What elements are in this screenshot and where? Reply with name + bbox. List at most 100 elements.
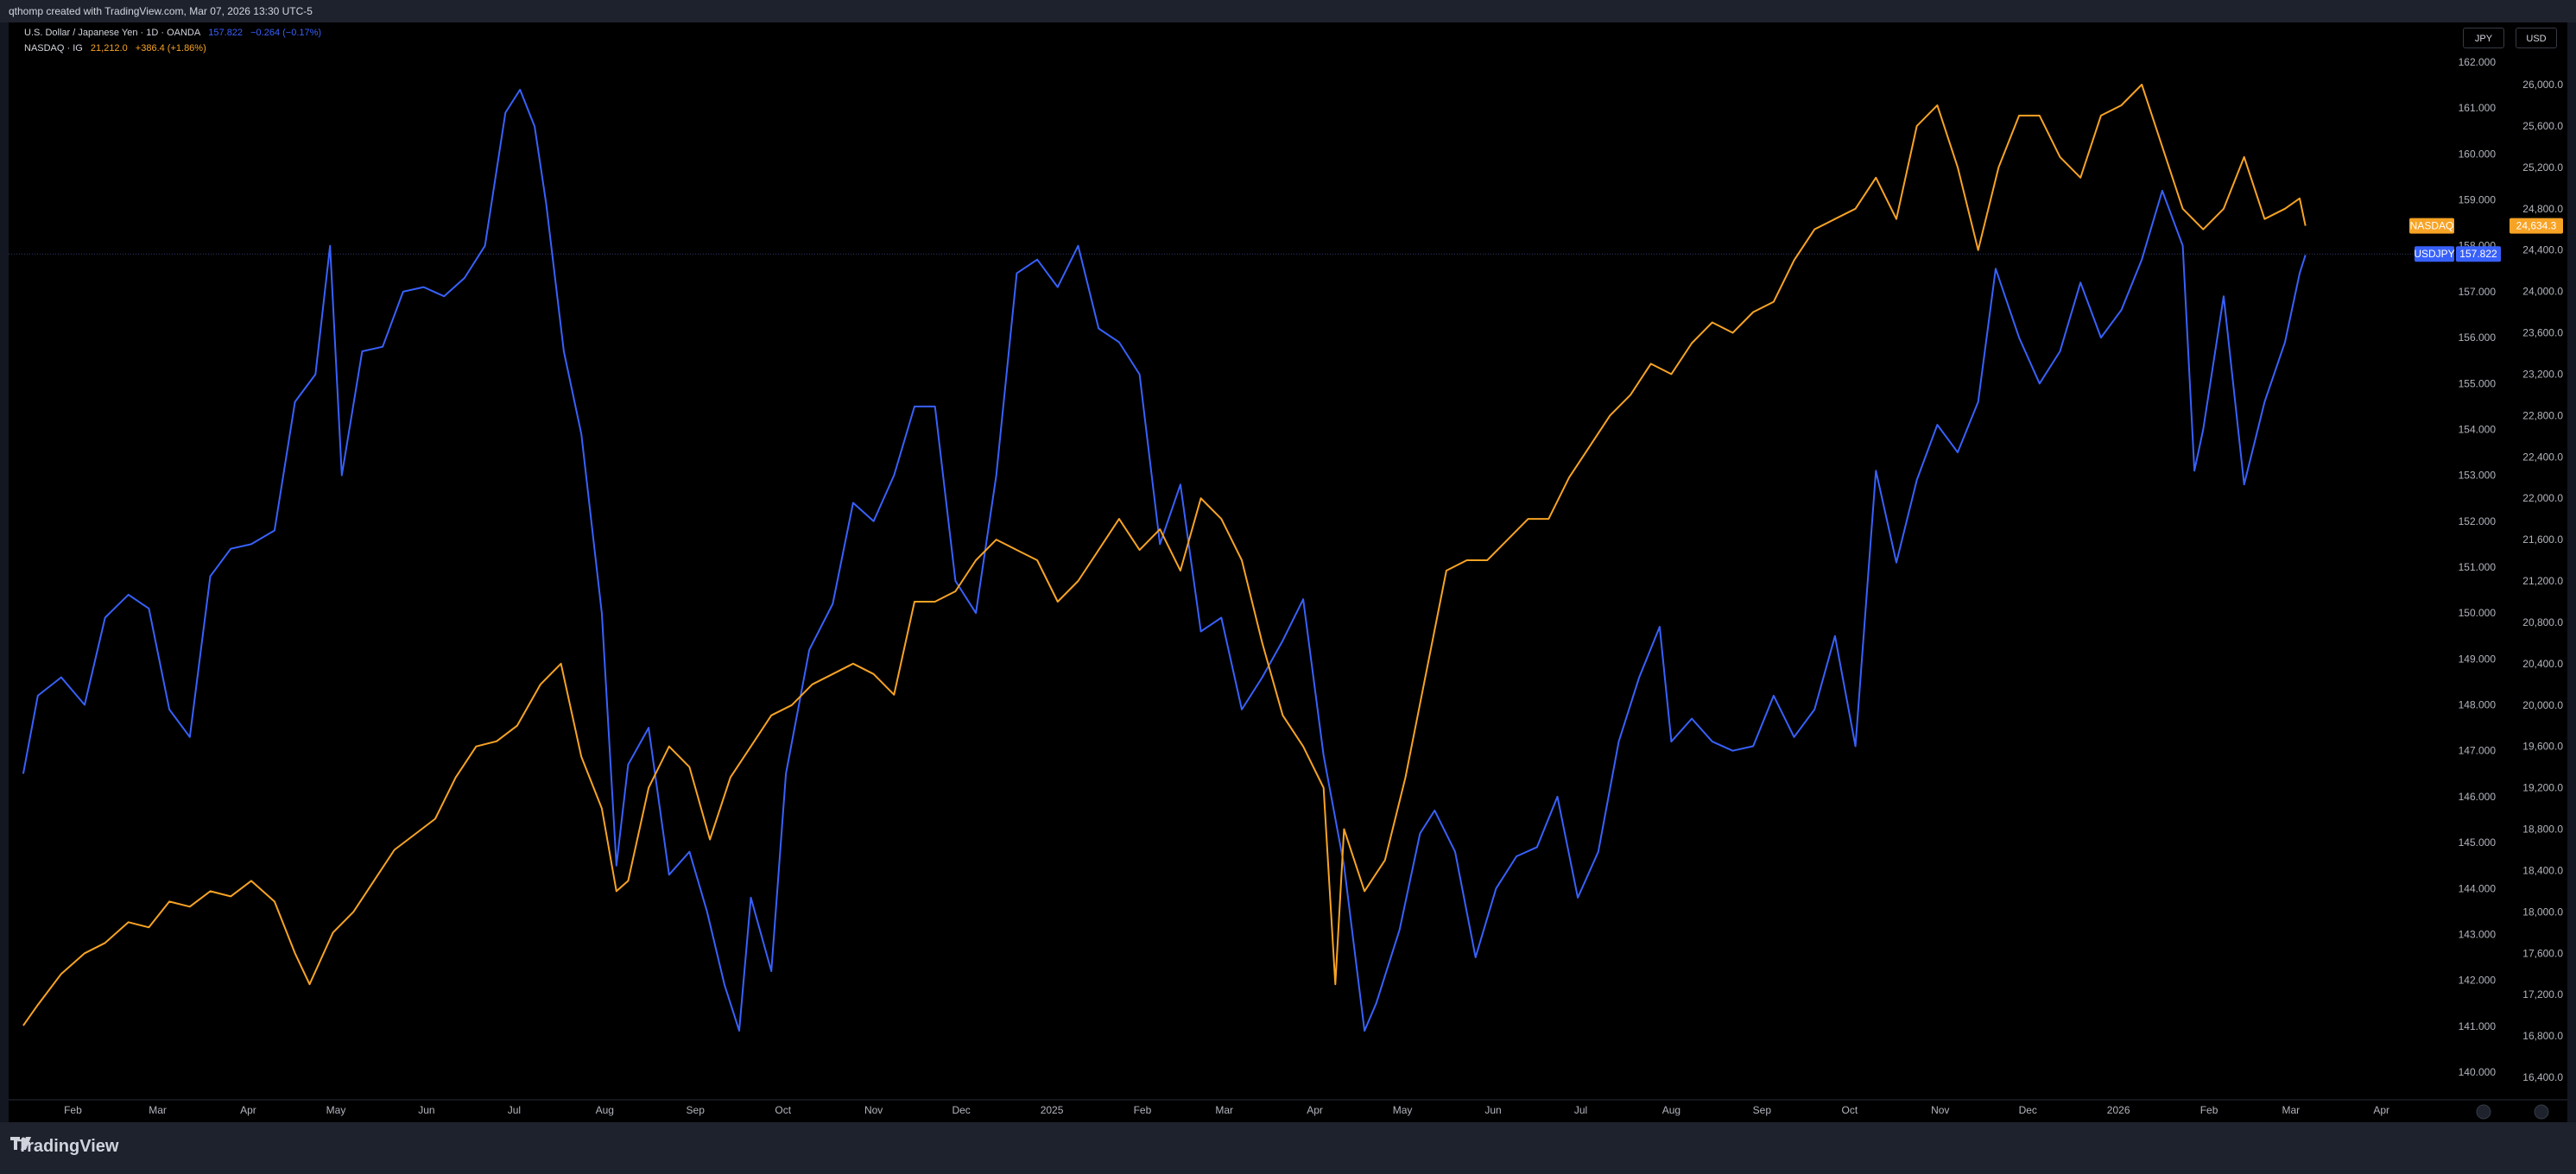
y-tick-label-usd: 20,000.0 [2522,699,2563,711]
y-tick-label-jpy: 140.000 [2459,1066,2497,1078]
usd-scale-button[interactable]: USD [2516,28,2557,48]
x-tick-label: Jun [1484,1104,1501,1116]
x-tick-label: Aug [596,1104,614,1116]
y-tick-label-usd: 24,800.0 [2522,203,2563,215]
x-tick-label: 2026 [2107,1104,2130,1116]
y-tick-label-jpy: 141.000 [2459,1020,2497,1032]
nasdaq-price-badge-text: 24,634.3 [2516,220,2557,232]
x-tick-label: Jul [1574,1104,1587,1116]
jpy-scale-button[interactable]: JPY [2463,28,2504,48]
x-tick-label: Oct [1842,1104,1858,1116]
credit-text: qthomp created with TradingView.com, Mar… [9,5,313,17]
legend-nasdaq[interactable]: NASDAQ · IG 21,212.0 +386.4 (+1.86%) [24,43,212,54]
y-tick-label-usd: 24,000.0 [2522,286,2563,298]
x-tick-label: Apr [1307,1104,1323,1116]
y-tick-label-usd: 22,000.0 [2522,492,2563,504]
y-tick-label-jpy: 143.000 [2459,928,2497,940]
y-tick-label-jpy: 150.000 [2459,607,2497,619]
y-tick-label-usd: 21,200.0 [2522,575,2563,587]
y-tick-label-usd: 24,400.0 [2522,244,2563,256]
y-tick-label-jpy: 151.000 [2459,561,2497,573]
x-tick-label: Mar [1215,1104,1233,1116]
series-line-usdjpy [22,88,2307,1032]
y-tick-label-jpy: 153.000 [2459,470,2497,482]
x-tick-label: Aug [1662,1104,1680,1116]
chart-svg[interactable]: Feb Mar Apr May Jun Jul Aug Sep Oct Nov Dec 2025 Feb… [9,22,2567,1122]
auto-scale-icon [2476,1104,2491,1120]
nasdaq-price-badge[interactable]: 24,634.3 [2510,218,2563,234]
y-tick-label-usd: 16,400.0 [2522,1071,2563,1083]
nasdaq-price-badge-bg [2510,218,2563,234]
y-tick-label-usd: 23,600.0 [2522,327,2563,339]
x-tick-label: Mar [2282,1104,2300,1116]
y-tick-label-usd: 17,200.0 [2522,988,2563,1000]
legend-nasdaq-price: 21,212.0 [90,43,128,54]
y-tick-label-jpy: 146.000 [2459,791,2497,803]
legend-usdjpy[interactable]: U.S. Dollar / Japanese Yen · 1D · OANDA … [24,28,326,38]
y-tick-label-usd: 16,800.0 [2522,1030,2563,1042]
y-tick-label-usd: 20,400.0 [2522,658,2563,670]
y-tick-label-jpy: 162.000 [2459,56,2497,68]
y-tick-label-jpy: 152.000 [2459,515,2497,527]
x-tick-label: Mar [149,1104,167,1116]
x-tick-label: Nov [1931,1104,1949,1116]
legend-nasdaq-name: NASDAQ · IG [24,43,83,54]
usdjpy-price-badge[interactable]: 157.822 [2456,246,2501,262]
y-tick-label-jpy: 160.000 [2459,148,2497,160]
legend-usdjpy-price: 157.822 [208,28,244,38]
x-tick-label: May [1393,1104,1413,1116]
usdjpy-price-badge-text: 157.822 [2459,248,2497,260]
log-scale-icon [2534,1104,2549,1120]
y-tick-label-jpy: 161.000 [2459,102,2497,114]
y-tick-label-jpy: 157.000 [2459,286,2497,298]
x-tick-label: Sep [1753,1104,1772,1116]
y-tick-label-jpy: 144.000 [2459,882,2497,894]
y-tick-label-usd: 19,200.0 [2522,782,2563,794]
series-line-nasdaq [22,84,2307,1026]
x-tick-label: Sep [687,1104,706,1116]
y-tick-label-jpy: 159.000 [2459,194,2497,206]
y-tick-label-jpy: 155.000 [2459,377,2497,389]
x-tick-label: Feb [1134,1104,1152,1116]
usdjpy-name-badge-text: USDJPY [2414,248,2454,260]
tradingview-brand[interactable]: TradingView [10,1137,118,1157]
y-tick-label-jpy: 148.000 [2459,699,2497,711]
legend-usdjpy-change: −0.264 (−0.17%) [250,28,322,38]
header-bar: qthomp created with TradingView.com, Mar… [0,0,2576,22]
y-tick-label-usd: 21,600.0 [2522,533,2563,546]
y-tick-label-usd: 18,000.0 [2522,906,2563,918]
y-tick-label-usd: 26,000.0 [2522,79,2563,91]
x-tick-label: Nov [864,1104,883,1116]
y-tick-label-usd: 23,200.0 [2522,368,2563,380]
x-tick-label: Oct [775,1104,791,1116]
y-tick-label-jpy: 149.000 [2459,653,2497,665]
brand-text: TradingView [17,1137,119,1156]
y-tick-label-jpy: 145.000 [2459,836,2497,849]
y-tick-label-usd: 25,200.0 [2522,161,2563,174]
y-tick-label-jpy: 147.000 [2459,745,2497,757]
legend-nasdaq-change: +386.4 (+1.86%) [135,43,206,54]
x-tick-label: Apr [2373,1104,2389,1116]
y-tick-label-usd: 25,600.0 [2522,120,2563,132]
x-tick-label: Jun [418,1104,434,1116]
y-tick-label-jpy: 154.000 [2459,423,2497,435]
y-tick-label-usd: 17,600.0 [2522,947,2563,959]
y-tick-label-usd: 18,400.0 [2522,864,2563,876]
y-tick-label-usd: 22,400.0 [2522,451,2563,463]
x-tick-label: Apr [240,1104,256,1116]
legend-usdjpy-name: U.S. Dollar / Japanese Yen · 1D · OANDA [24,28,201,38]
nasdaq-name-badge-text: NASDAQ [2410,220,2454,232]
nasdaq-name-badge[interactable]: NASDAQ [2409,218,2454,234]
usdjpy-name-badge-bg [2415,246,2454,262]
x-tick-label: Dec [952,1104,970,1116]
x-tick-label: Jul [508,1104,521,1116]
usdjpy-name-badge[interactable]: USDJPY [2414,246,2455,262]
y-tick-label-usd: 19,600.0 [2522,741,2563,753]
chart-area[interactable]: Feb Mar Apr May Jun Jul Aug Sep Oct Nov Dec 2025 Feb… [9,22,2567,1122]
x-tick-label: May [326,1104,346,1116]
x-tick-label: Feb [2200,1104,2218,1116]
y-tick-label-jpy: 156.000 [2459,331,2497,344]
tradingview-logo-icon [10,1137,31,1150]
y-tick-label-usd: 20,800.0 [2522,616,2563,628]
y-tick-label-usd: 18,800.0 [2522,824,2563,836]
